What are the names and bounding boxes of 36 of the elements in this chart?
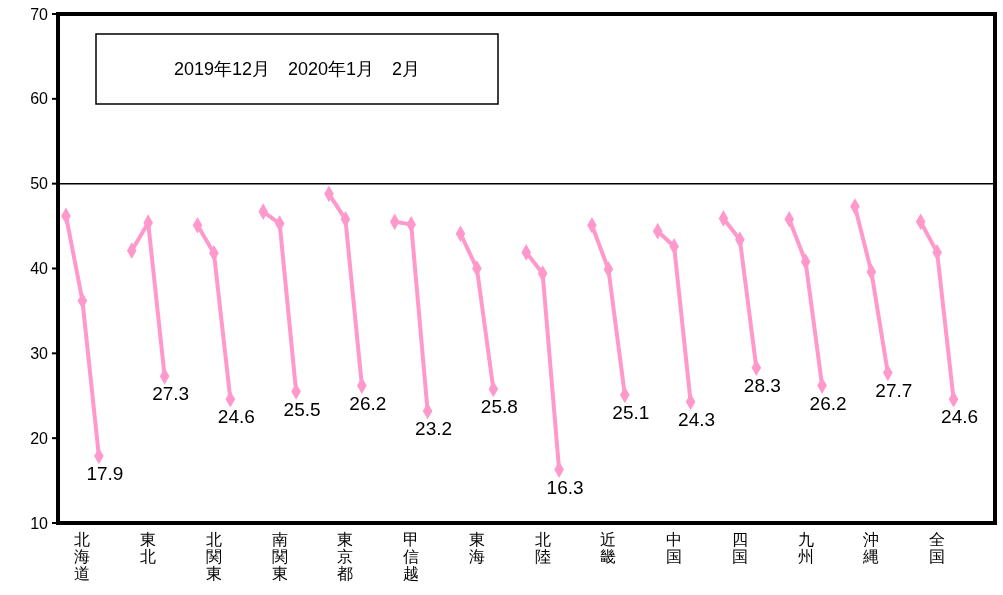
data-label: 24.3 <box>678 408 716 430</box>
data-label: 27.3 <box>152 383 190 405</box>
y-tick-label: 60 <box>30 90 49 108</box>
x-tick-label: 北関東 <box>205 531 222 582</box>
data-label: 25.5 <box>283 398 321 420</box>
x-tick-label: 九州 <box>797 531 814 565</box>
x-tick-label: 甲信越 <box>403 531 420 582</box>
x-tick-label: 東海 <box>468 531 485 565</box>
data-label: 17.9 <box>86 462 124 484</box>
x-tick-label: 北海道 <box>74 531 91 582</box>
data-label: 24.6 <box>217 406 255 428</box>
data-label: 25.1 <box>612 401 650 423</box>
x-tick-label: 中国 <box>666 531 683 565</box>
x-tick-label: 沖縄 <box>862 531 880 565</box>
data-label: 28.3 <box>743 374 781 396</box>
y-tick-label: 10 <box>30 514 49 532</box>
data-label: 24.6 <box>941 406 979 428</box>
x-tick-label: 北陸 <box>534 531 551 565</box>
data-label: 25.8 <box>480 395 518 417</box>
y-tick-label: 40 <box>30 260 49 278</box>
x-tick-label: 東京都 <box>337 531 354 582</box>
y-tick-label: 30 <box>30 344 49 362</box>
data-label: 26.2 <box>349 392 387 414</box>
x-tick-label: 近畿 <box>600 531 617 565</box>
data-label: 16.3 <box>546 476 584 498</box>
data-label: 27.7 <box>875 379 913 401</box>
x-tick-label: 東北 <box>140 531 157 565</box>
data-label: 23.2 <box>415 418 453 440</box>
y-tick-label: 20 <box>30 429 49 447</box>
data-label: 26.2 <box>809 392 847 414</box>
x-tick-label: 全国 <box>929 531 946 565</box>
x-tick-label: 南関東 <box>271 531 288 582</box>
y-tick-label: 70 <box>30 5 49 23</box>
y-tick-label: 50 <box>30 175 49 193</box>
x-tick-label: 四国 <box>731 531 748 565</box>
annotation: 2019年12月 2020年1月 2月 <box>173 59 421 80</box>
